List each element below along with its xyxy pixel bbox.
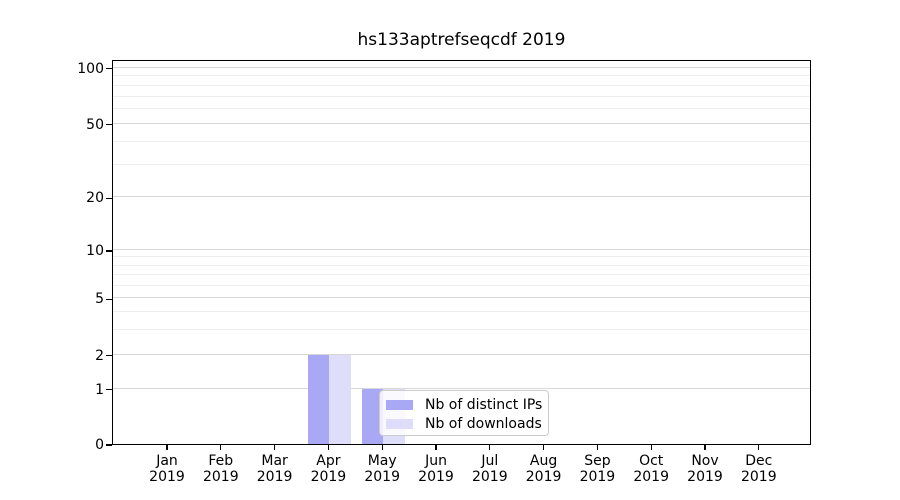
plot-area: Nb of distinct IPs Nb of downloads bbox=[112, 60, 811, 445]
y-tick-2 bbox=[106, 355, 112, 357]
y-tick-label-1: 1 bbox=[95, 381, 104, 398]
gridline-major-5 bbox=[113, 297, 810, 299]
y-tick-5 bbox=[106, 298, 112, 301]
gridline-major-10 bbox=[113, 248, 810, 250]
legend: Nb of distinct IPs Nb of downloads bbox=[379, 390, 549, 436]
legend-label-distinct-ips: Nb of distinct IPs bbox=[425, 396, 543, 413]
x-tick-month: Aug bbox=[529, 453, 558, 469]
x-tick-label-aug: Aug 2019 bbox=[512, 453, 576, 485]
gridline-minor-9 bbox=[113, 256, 810, 258]
x-tick-year: 2019 bbox=[471, 469, 508, 485]
x-tick-label-sep: Sep 2019 bbox=[565, 453, 629, 485]
gridline-minor-80 bbox=[113, 84, 810, 86]
x-tick-year: 2019 bbox=[633, 469, 669, 485]
gridline-minor-4 bbox=[113, 311, 810, 313]
x-tick-apr bbox=[327, 445, 329, 450]
legend-swatch-distinct-ips-icon bbox=[386, 399, 413, 410]
gridline-minor-60 bbox=[113, 108, 810, 109]
gridline-major-20 bbox=[113, 196, 810, 198]
x-tick-aug bbox=[543, 445, 545, 450]
gridline-minor-40 bbox=[113, 140, 810, 142]
y-tick-label-10: 10 bbox=[86, 242, 104, 259]
x-tick-jan bbox=[166, 445, 168, 450]
x-tick-jun bbox=[435, 445, 437, 450]
x-tick-month: Apr bbox=[316, 453, 341, 469]
x-tick-label-apr: Apr 2019 bbox=[296, 453, 360, 485]
x-tick-month: Jul bbox=[481, 453, 499, 469]
x-tick-month: Feb bbox=[208, 453, 234, 469]
x-tick-year: 2019 bbox=[687, 469, 723, 485]
x-tick-label-mar: Mar 2019 bbox=[243, 453, 307, 485]
gridline-major-50 bbox=[113, 122, 810, 124]
x-tick-month: Jan bbox=[156, 453, 178, 469]
gridline-minor-7 bbox=[113, 273, 810, 275]
bar-nb-of-downloads-apr bbox=[329, 354, 351, 444]
x-tick-month: May bbox=[367, 453, 397, 469]
y-tick-100 bbox=[106, 68, 112, 70]
x-tick-month: Mar bbox=[261, 453, 288, 469]
gridline-major-100 bbox=[113, 66, 810, 68]
y-tick-label-2: 2 bbox=[95, 347, 104, 364]
legend-item-downloads: Nb of downloads bbox=[386, 414, 542, 433]
y-tick-label-100: 100 bbox=[77, 60, 104, 77]
x-tick-label-feb: Feb 2019 bbox=[189, 453, 253, 485]
y-tick-label-50: 50 bbox=[86, 116, 104, 133]
x-tick-month: Jun bbox=[425, 453, 447, 469]
x-tick-year: 2019 bbox=[364, 469, 400, 485]
x-tick-oct bbox=[650, 445, 652, 450]
gridline-minor-70 bbox=[113, 95, 810, 97]
x-tick-feb bbox=[220, 445, 222, 450]
x-tick-label-jan: Jan 2019 bbox=[135, 453, 199, 485]
gridline-major-2 bbox=[113, 353, 810, 355]
x-tick-year: 2019 bbox=[525, 469, 562, 485]
x-tick-dec bbox=[758, 445, 760, 450]
x-tick-label-may: May 2019 bbox=[350, 453, 414, 485]
x-tick-year: 2019 bbox=[256, 469, 293, 485]
gridline-minor-90 bbox=[113, 75, 810, 77]
x-tick-label-jun: Jun 2019 bbox=[404, 453, 468, 485]
x-tick-year: 2019 bbox=[202, 469, 239, 485]
chart-title: hs133aptrefseqcdf 2019 bbox=[357, 30, 566, 50]
x-tick-year: 2019 bbox=[310, 469, 347, 485]
y-tick-label-0: 0 bbox=[95, 437, 104, 453]
gridline-major-1 bbox=[113, 387, 810, 389]
x-tick-label-oct: Oct 2019 bbox=[619, 453, 683, 485]
legend-swatch-downloads-icon bbox=[386, 418, 413, 429]
x-tick-month: Nov bbox=[691, 453, 719, 469]
y-tick-50 bbox=[106, 124, 112, 126]
y-tick-20 bbox=[106, 197, 112, 199]
x-tick-mar bbox=[274, 445, 276, 450]
x-tick-year: 2019 bbox=[579, 469, 616, 485]
bar-nb-of-distinct-ips-may bbox=[361, 388, 384, 444]
gridline-minor-8 bbox=[113, 264, 810, 266]
x-tick-may bbox=[381, 445, 383, 450]
x-tick-jul bbox=[489, 445, 491, 450]
x-tick-month: Sep bbox=[584, 453, 611, 469]
x-tick-sep bbox=[596, 445, 598, 450]
gridline-minor-3 bbox=[113, 328, 810, 330]
legend-label-downloads: Nb of downloads bbox=[425, 415, 542, 432]
x-tick-year: 2019 bbox=[740, 469, 777, 485]
x-tick-year: 2019 bbox=[418, 469, 454, 485]
x-tick-nov bbox=[704, 445, 706, 450]
x-tick-month: Oct bbox=[639, 453, 664, 469]
x-tick-year: 2019 bbox=[149, 469, 185, 485]
x-tick-month: Dec bbox=[745, 453, 773, 469]
bar-nb-of-distinct-ips-apr bbox=[307, 354, 330, 444]
gridline-minor-6 bbox=[113, 284, 810, 286]
gridline-minor-30 bbox=[113, 163, 810, 165]
x-tick-label-nov: Nov 2019 bbox=[673, 453, 737, 485]
y-tick-0 bbox=[106, 444, 112, 446]
y-tick-10 bbox=[106, 250, 112, 252]
x-tick-label-dec: Dec 2019 bbox=[727, 453, 791, 485]
x-tick-label-jul: Jul 2019 bbox=[458, 453, 522, 485]
y-tick-label-5: 5 bbox=[95, 291, 104, 308]
legend-item-distinct-ips: Nb of distinct IPs bbox=[386, 395, 543, 414]
y-tick-label-20: 20 bbox=[86, 190, 104, 207]
y-tick-1 bbox=[106, 388, 112, 391]
